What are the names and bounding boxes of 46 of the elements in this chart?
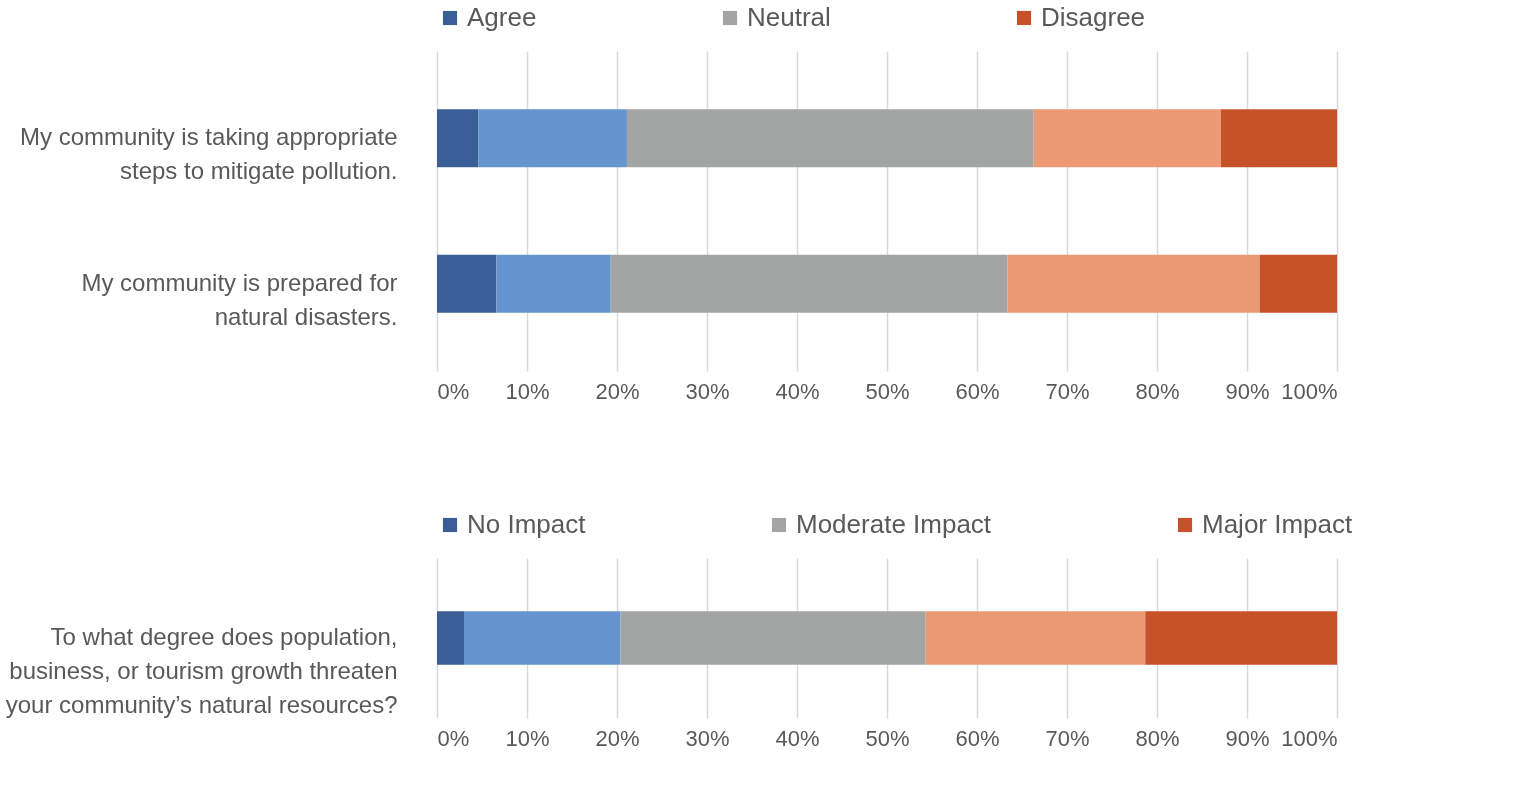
bar	[626, 109, 1034, 168]
bar	[437, 109, 479, 168]
x-tick-label: 30%	[685, 725, 730, 751]
bar	[496, 254, 611, 313]
x-tick-label: 40%	[775, 378, 820, 404]
bar	[1145, 611, 1337, 665]
x-tick-label: 20%	[595, 378, 640, 404]
bar	[620, 611, 926, 665]
x-tick-label: 60%	[955, 378, 1000, 404]
legend-label: Neutral	[747, 2, 831, 32]
y-tick-label: To what degree does population, business, or tourism growth threaten your community’s natural resources?	[5, 623, 398, 718]
y-tick-label: My community is taking appropriate steps to mitigate pollution.	[20, 123, 398, 185]
x-tick-label: 50%	[865, 725, 910, 751]
x-tick-label: 0%	[437, 725, 470, 751]
bar	[1033, 109, 1221, 168]
bar	[1259, 254, 1337, 313]
bar	[464, 611, 621, 665]
x-tick-label: 60%	[955, 725, 1000, 751]
legend-label: Major Impact	[1202, 509, 1354, 539]
bar	[610, 254, 1008, 313]
bar	[1007, 254, 1260, 313]
x-tick-label: 50%	[865, 378, 910, 404]
x-tick-label: 30%	[685, 378, 730, 404]
x-tick-label: 20%	[595, 725, 640, 751]
bar	[925, 611, 1146, 665]
legend-label: Agree	[467, 2, 537, 32]
x-tick-label: 70%	[1045, 725, 1090, 751]
x-tick-label: 80%	[1135, 378, 1180, 404]
x-tick-label: 80%	[1135, 725, 1180, 751]
x-tick-label: 100%	[1281, 378, 1338, 404]
x-tick-label: 10%	[505, 378, 550, 404]
x-tick-label: 40%	[775, 725, 820, 751]
x-tick-label: 100%	[1281, 725, 1338, 751]
bar	[478, 109, 627, 168]
legend-label: Disagree	[1041, 2, 1146, 32]
bar	[437, 254, 497, 313]
bar	[437, 611, 464, 665]
y-tick-label: My community is prepared for natural disasters.	[81, 268, 398, 330]
x-tick-label: 90%	[1225, 378, 1270, 404]
x-tick-label: 10%	[505, 725, 550, 751]
x-tick-label: 70%	[1045, 378, 1090, 404]
legend-label: No Impact	[467, 509, 587, 539]
x-tick-label: 90%	[1225, 725, 1270, 751]
bar	[1220, 109, 1337, 168]
legend-label: Moderate Impact	[796, 509, 992, 539]
x-tick-label: 0%	[437, 378, 470, 404]
